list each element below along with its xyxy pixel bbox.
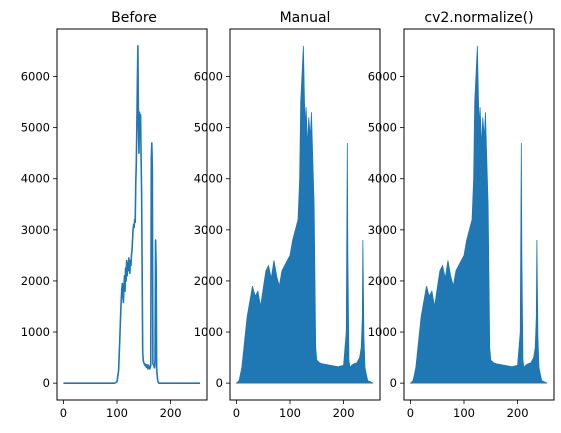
subplot-title-manual: Manual — [280, 10, 331, 26]
cv2-normalize-xtick-label-200: 200 — [507, 406, 529, 420]
before-line — [63, 45, 201, 384]
manual-ytick-label-1000: 1000 — [194, 325, 223, 339]
manual-xtick-label-100: 100 — [279, 406, 301, 420]
manual-ytick-label-5000: 5000 — [194, 121, 223, 135]
before-ytick-label-5000: 5000 — [21, 121, 50, 135]
manual-ytick-label-6000: 6000 — [194, 70, 223, 84]
before-ytick-label-2000: 2000 — [21, 274, 50, 288]
before-line-series — [63, 45, 201, 384]
before-xtick-label-100: 100 — [106, 406, 128, 420]
cv2-normalize-axes-frame — [403, 28, 555, 401]
before-ytick-label-4000: 4000 — [21, 172, 50, 186]
manual-ytick-label-3000: 3000 — [194, 223, 223, 237]
cv2-normalize-ytick-label-4000: 4000 — [368, 172, 397, 186]
manual-histogram-series — [235, 45, 374, 384]
cv2-normalize-ytick-label-1000: 1000 — [368, 325, 397, 339]
manual-xtick-label-200: 200 — [333, 406, 355, 420]
cv2-normalize-histogram-series — [409, 45, 548, 384]
cv2-normalize-ytick-label-5000: 5000 — [368, 121, 397, 135]
cv2-normalize-histogram-bars — [409, 45, 548, 384]
before-ytick-label-6000: 6000 — [21, 70, 50, 84]
before-ytick-label-3000: 3000 — [21, 223, 50, 237]
before-axes-frame — [56, 28, 208, 401]
before-xtick-label-200: 200 — [160, 406, 182, 420]
before-ytick-label-1000: 1000 — [21, 325, 50, 339]
subplot-title-cv2-normalize: cv2.normalize() — [424, 10, 533, 26]
cv2-normalize-xtick-label-100: 100 — [453, 406, 475, 420]
manual-ytick-label-0: 0 — [216, 376, 223, 390]
subplot-cv2-normalize: cv2.normalize() 0 100 20001000200030004000… — [368, 10, 555, 420]
manual-histogram-bars — [235, 45, 374, 384]
cv2-normalize-xtick-label-0: 0 — [407, 406, 414, 420]
cv2-normalize-ytick-label-6000: 6000 — [368, 70, 397, 84]
manual-axes-frame — [229, 28, 381, 401]
cv2-normalize-ytick-label-2000: 2000 — [368, 274, 397, 288]
before-ytick-label-0: 0 — [43, 376, 50, 390]
cv2-normalize-ytick-label-0: 0 — [390, 376, 397, 390]
subplot-title-before: Before — [111, 10, 157, 26]
cv2-normalize-ytick-label-3000: 3000 — [368, 223, 397, 237]
before-xtick-label-0: 0 — [60, 406, 67, 420]
manual-xtick-label-0: 0 — [233, 406, 240, 420]
manual-ytick-label-2000: 2000 — [194, 274, 223, 288]
manual-ytick-label-4000: 4000 — [194, 172, 223, 186]
